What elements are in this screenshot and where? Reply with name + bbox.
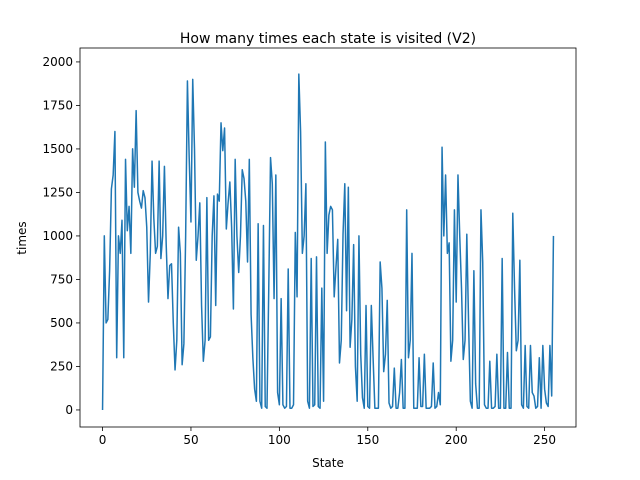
y-tick-label: 1250 (42, 185, 73, 199)
y-tick-label: 0 (65, 403, 73, 417)
chart-title: How many times each state is visited (V2… (180, 31, 476, 47)
y-tick-label: 500 (50, 316, 73, 330)
x-tick-label: 50 (183, 433, 198, 447)
x-tick-label: 0 (99, 433, 107, 447)
x-tick-label: 200 (445, 433, 468, 447)
y-tick-label: 1000 (42, 229, 73, 243)
x-tick-label: 250 (533, 433, 556, 447)
y-tick-label: 1500 (42, 142, 73, 156)
y-tick-label: 1750 (42, 98, 73, 112)
y-tick-label: 2000 (42, 55, 73, 69)
x-tick-label: 100 (268, 433, 291, 447)
plot-frame (79, 47, 577, 428)
x-tick-label: 150 (356, 433, 379, 447)
y-tick-label: 250 (50, 359, 73, 373)
data-line (101, 73, 555, 410)
y-axis-label: times (15, 221, 29, 254)
y-tick-label: 750 (50, 272, 73, 286)
x-axis-label: State (312, 456, 344, 470)
